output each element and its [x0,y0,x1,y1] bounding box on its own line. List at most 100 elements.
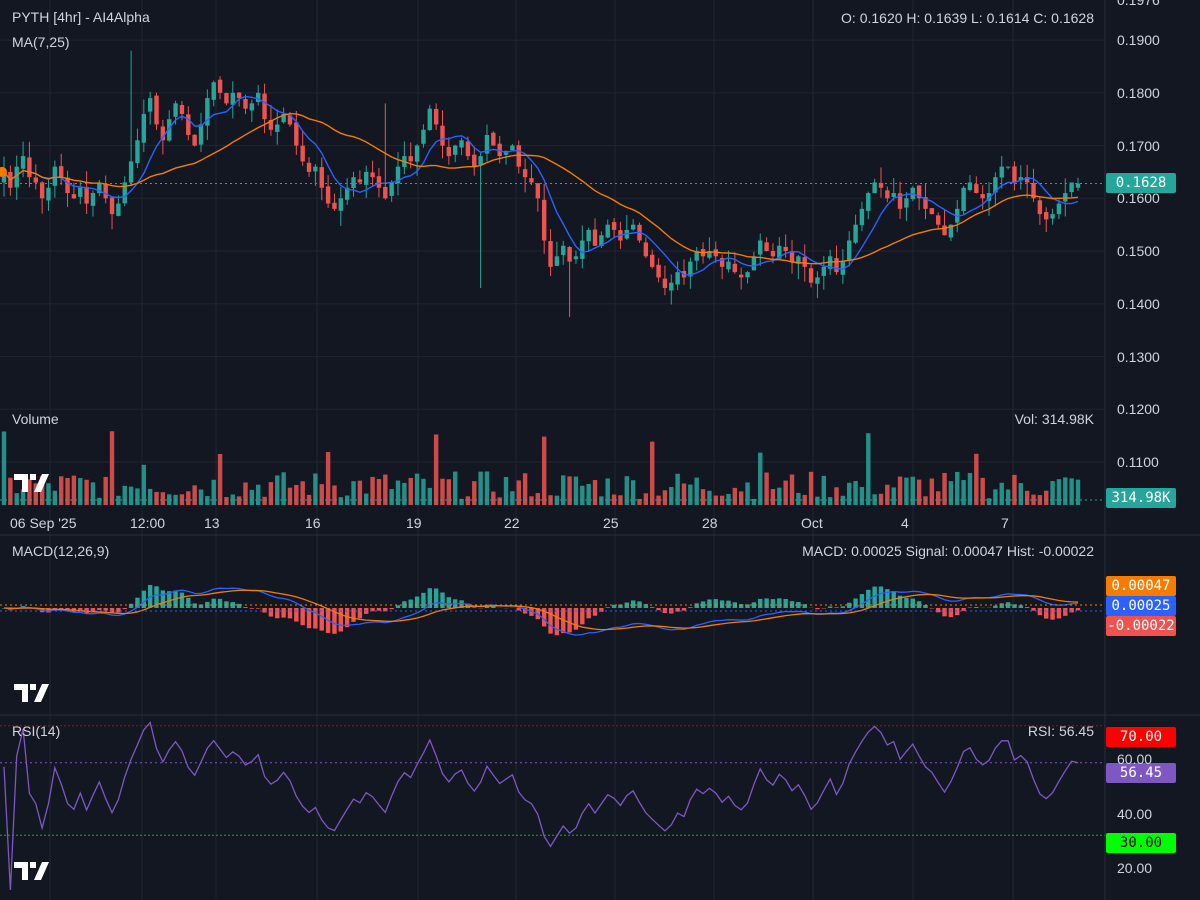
candle-body [656,264,661,278]
macd-histogram-bar [554,608,560,636]
grid-lines [0,0,1105,900]
volume-bar [1063,477,1068,505]
volume-readout: Vol: 314.98K [1014,411,1094,427]
candle-body [281,113,286,123]
volume-bar [338,497,344,505]
volume-bar [230,494,235,505]
volume-bar [205,496,210,505]
macd-histogram-bar [275,608,280,619]
volume-bar [541,436,547,505]
macd-histogram-bar [783,598,788,608]
macd-histogram-bar [472,607,477,608]
volume-bar [599,496,604,505]
volume-bar [211,479,216,505]
volume-bar [732,487,738,505]
candle-body [605,224,610,238]
candle-body [135,140,140,164]
macd-histogram-bar [866,589,871,608]
candle-body [84,186,89,204]
macd-histogram-bar [719,600,725,608]
volume-bar [853,481,858,505]
volume-bar [325,452,331,505]
tradingview-logo-icon [14,474,49,492]
candle-body [205,98,210,126]
candle-body [414,145,420,162]
candle-body [179,105,185,114]
candle-body [999,166,1004,178]
candle-body [236,92,242,99]
candle-body [1069,182,1074,193]
candle-body [268,119,274,130]
candle-body [1063,193,1068,202]
price-tick-label: 0.1600 [1117,190,1160,207]
candle-body [586,229,591,242]
price-tick-label: 0.1100 [1117,454,1159,470]
volume-bar [344,495,350,505]
macd-histogram-bar [688,607,693,608]
candle-body [39,182,45,199]
candle-body [262,93,267,120]
macd-histogram-bar [955,608,960,616]
candle-body [319,167,324,188]
volume-bar [58,476,64,505]
volume-bar [993,489,998,505]
candle-body [1005,166,1011,168]
candle-body [688,261,693,277]
volume-bar [935,491,941,505]
candle-body [650,254,655,267]
candle-body [198,124,204,145]
candle-body [160,126,166,141]
volume-bar [313,473,318,505]
macd-histogram-bar [383,608,388,612]
volume-bar [561,475,566,505]
macd-histogram-bar [262,608,267,613]
volume-bar [414,473,420,505]
candle-body [300,145,305,162]
macd-histogram-bar [268,608,274,617]
candle-body [853,224,858,243]
macd-histogram-bar [974,607,979,608]
volume-bar [1024,490,1030,505]
candle-body [611,222,617,230]
candle-body [376,176,382,188]
volume-bar [567,476,572,505]
volume-bar [287,487,293,505]
macd-line [3,587,1079,636]
macd-histogram-bar [167,591,172,608]
volume-bar [395,480,401,505]
candle-body [516,145,521,167]
macd-histogram-bar [738,604,744,608]
candle-body [777,245,782,259]
candle-body [630,224,636,230]
volume-bar [834,487,839,505]
volume-bar [141,464,147,505]
candle-body [783,246,788,252]
volume-bar [192,485,197,505]
candle-body [713,249,718,257]
candle-body [453,145,458,155]
candle-body [351,177,356,189]
volume-bar [573,476,579,505]
macd-histogram-bar [408,599,413,608]
candle-body [573,256,579,260]
macd-histogram-bar [1018,605,1024,608]
candle-body [408,156,413,162]
volume-bar [103,476,108,505]
price-tick-label: 0.1400 [1117,295,1160,312]
volume-bar [472,481,477,505]
volume-bar [39,476,45,505]
macd-histogram-bar [1037,608,1043,616]
macd-indicator [0,584,1105,636]
volume-bar [147,488,153,505]
volume-bar [109,431,115,505]
candle-body [421,129,426,144]
macd-histogram-bar [46,608,51,613]
price-tick-label: 0.1700 [1117,137,1160,154]
macd-histogram-bar [1031,608,1036,611]
volume-bar [751,498,757,505]
candle-body [249,103,255,111]
volume-bar [503,476,509,505]
volume-bar [910,476,915,505]
candle-body [662,278,668,288]
